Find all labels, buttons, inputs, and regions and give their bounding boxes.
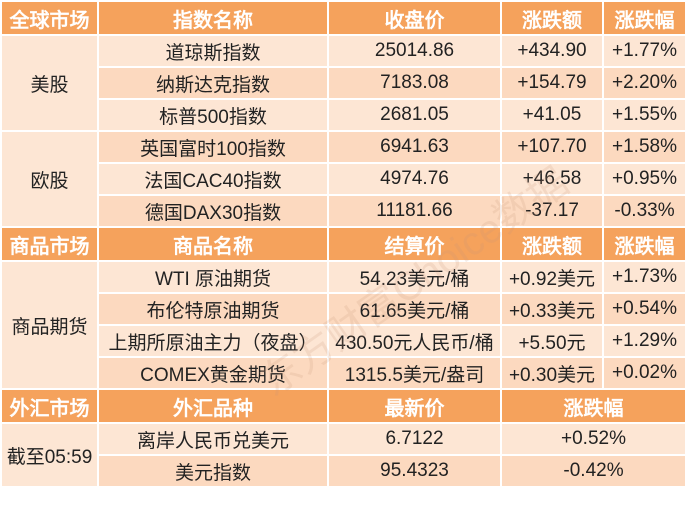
cell: -37.17: [500, 194, 604, 228]
cell: 95.4323: [327, 454, 502, 488]
header-cell: 外汇市场: [0, 388, 99, 424]
cell: WTI 原油期货: [97, 260, 329, 294]
data-row: 商品期货 WTI 原油期货 54.23美元/桶 +0.92美元 +1.73%: [0, 260, 685, 390]
header-cell: 商品名称: [97, 226, 329, 262]
cell: +0.52%: [500, 422, 685, 456]
cell: +0.02%: [602, 356, 685, 390]
cell: +1.58%: [602, 130, 685, 164]
header-cell: 外汇品种: [97, 388, 329, 424]
cell: +0.92美元: [500, 260, 604, 294]
data-row: 德国DAX30指数 11181.66 -37.17 -0.33%: [1, 194, 685, 228]
cell: 6941.63: [327, 130, 502, 164]
header-cell: 结算价: [327, 226, 502, 262]
data-row: 布伦特原油期货 61.65美元/桶 +0.33美元 +0.54%: [1, 292, 685, 326]
cell: 25014.86: [327, 34, 502, 68]
data-row: COMEX黄金期货 1315.5美元/盎司 +0.30美元 +0.02%: [1, 356, 685, 390]
cell: +0.54%: [602, 292, 685, 326]
cell: -0.33%: [602, 194, 685, 228]
cell: +107.70: [500, 130, 604, 164]
cell: +1.29%: [602, 324, 685, 358]
data-row: 纳斯达克指数 7183.08 +154.79 +2.20%: [1, 66, 685, 100]
group-label: 商品期货: [0, 260, 99, 390]
header-row: 外汇市场 外汇品种 最新价 涨跌幅: [0, 388, 685, 424]
data-row: 欧股 英国富时100指数 6941.63 +107.70 +1.58%: [0, 130, 685, 228]
cell: 1315.5美元/盎司: [327, 356, 502, 390]
header-cell: 最新价: [327, 388, 502, 424]
data-row: 法国CAC40指数 4974.76 +46.58 +0.95%: [1, 162, 685, 196]
header-cell: 涨跌幅: [602, 0, 685, 36]
cell: +154.79: [500, 66, 604, 100]
cell: +0.33美元: [500, 292, 604, 326]
header-row: 全球市场 指数名称 收盘价 涨跌额 涨跌幅: [0, 0, 685, 36]
header-cell: 涨跌幅: [602, 226, 685, 262]
cell: 英国富时100指数: [97, 130, 329, 164]
cell: 11181.66: [327, 194, 502, 228]
cell: -0.42%: [500, 454, 685, 488]
market-table: 全球市场 指数名称 收盘价 涨跌额 涨跌幅 美股 道琼斯指数 25014.86 +434.90 +…: [0, 0, 685, 488]
cell: COMEX黄金期货: [97, 356, 329, 390]
cell: 道琼斯指数: [97, 34, 329, 68]
data-row: 标普500指数 2681.05 +41.05 +1.55%: [1, 98, 685, 132]
cell: 上期所原油主力（夜盘）: [97, 324, 329, 358]
header-cell: 商品市场: [0, 226, 99, 262]
cell: 德国DAX30指数: [97, 194, 329, 228]
header-cell: 全球市场: [0, 0, 99, 36]
cell: +0.95%: [602, 162, 685, 196]
cell: +434.90: [500, 34, 604, 68]
group-label: 欧股: [0, 130, 99, 228]
cell: +1.55%: [602, 98, 685, 132]
header-cell: 涨跌额: [500, 226, 604, 262]
cell: 7183.08: [327, 66, 502, 100]
cell: 2681.05: [327, 98, 502, 132]
cell: 离岸人民币兑美元: [97, 422, 329, 456]
cell: 标普500指数: [97, 98, 329, 132]
cell: 法国CAC40指数: [97, 162, 329, 196]
cell: +5.50元: [500, 324, 604, 358]
cell: +46.58: [500, 162, 604, 196]
data-row: 截至05:59 离岸人民币兑美元 6.7122 +0.52%: [0, 422, 685, 488]
header-cell: 指数名称: [97, 0, 329, 36]
cell: +41.05: [500, 98, 604, 132]
header-row: 商品市场 商品名称 结算价 涨跌额 涨跌幅: [0, 226, 685, 262]
cell: 纳斯达克指数: [97, 66, 329, 100]
header-cell: 涨跌幅: [500, 388, 685, 424]
header-cell: 收盘价: [327, 0, 502, 36]
cell: 布伦特原油期货: [97, 292, 329, 326]
cell: +1.73%: [602, 260, 685, 294]
cell: 430.50元人民币/桶: [327, 324, 502, 358]
data-row: 美股 道琼斯指数 25014.86 +434.90 +1.77%: [0, 34, 685, 132]
data-row: 美元指数 95.4323 -0.42%: [1, 454, 685, 488]
cell: 61.65美元/桶: [327, 292, 502, 326]
cell: 4974.76: [327, 162, 502, 196]
cell: +0.30美元: [500, 356, 604, 390]
group-label: 美股: [0, 34, 99, 132]
cell: +2.20%: [602, 66, 685, 100]
cell: 6.7122: [327, 422, 502, 456]
cell: 54.23美元/桶: [327, 260, 502, 294]
cell: +1.77%: [602, 34, 685, 68]
data-row: 上期所原油主力（夜盘） 430.50元人民币/桶 +5.50元 +1.29%: [1, 324, 685, 358]
header-cell: 涨跌额: [500, 0, 604, 36]
cell: 美元指数: [97, 454, 329, 488]
group-label: 截至05:59: [0, 422, 99, 488]
